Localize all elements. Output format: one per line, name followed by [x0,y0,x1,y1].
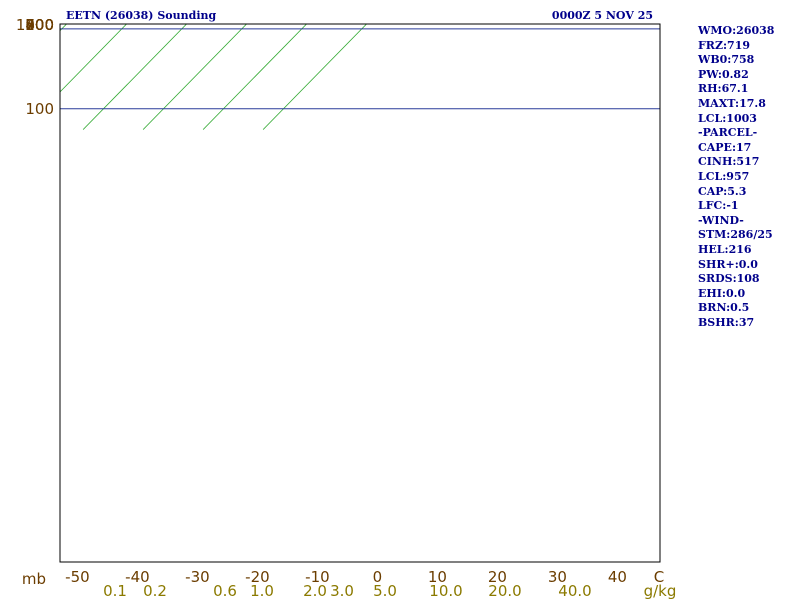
stat-line: CINH:517 [698,155,760,169]
temperature-tick-label: -50 [65,568,90,586]
stat-line: STM:286/25 [698,228,773,242]
stat-line: -PARCEL- [698,126,758,140]
mixing-ratio-label: 0.1 [103,582,127,600]
stat-line: WMO:26038 [698,24,775,37]
stat-line: BSHR:37 [698,316,755,329]
stat-line: CAP:5.3 [698,184,747,198]
background-guides [0,0,368,130]
stat-line: LFC:-1 [698,199,739,213]
temperature-axis-end-label: C [654,568,664,586]
temperature-tick-label: 40 [608,568,627,586]
axes [59,23,661,563]
pressure-tick-label: 300 [25,16,54,34]
isotherm [60,24,128,93]
temperature-tick-label: 20 [488,568,507,586]
isotherm [142,24,248,130]
temperature-tick-label: -30 [185,568,210,586]
stat-line: HEL:216 [698,243,752,256]
mixing-ratio-label: 2.0 [303,582,327,600]
stat-line: RH:67.1 [698,82,749,96]
temperature-tick-label: 0 [373,568,383,586]
temperature-tick-label: -20 [245,568,270,586]
pressure-tick-label: 800 [25,16,54,34]
isotherm [0,0,17,130]
pressure-unit-label: mb [22,570,46,588]
isotherm [82,24,188,130]
chart-title: EETN (26038) Sounding [66,9,216,22]
stat-line: WB0:758 [698,53,755,67]
mixing-ratio-label: 0.2 [143,582,167,600]
stat-line: LCL:957 [698,170,750,183]
plot-frame [59,23,661,563]
stat-line: FRZ:719 [698,38,751,52]
isotherm [262,24,368,130]
isotherm [202,24,308,130]
stat-line: SHR+:0.0 [698,257,758,271]
pressure-tick-label: 400 [25,16,54,34]
mixing-ratio-label: 40.0 [558,582,591,600]
temperature-tick-label: -10 [305,568,330,586]
stat-line: CAPE:17 [698,140,752,154]
pressure-tick-label: 600 [25,16,54,34]
temperature-tick-label: 10 [428,568,447,586]
temperature-tick-label: 30 [548,568,567,586]
stat-line: EHI:0.0 [698,286,746,300]
mixing-ratio-label: 0.6 [213,582,237,600]
mixing-ratio-label: 20.0 [488,582,521,600]
temperature-tick-label: -40 [125,568,150,586]
pressure-tick-label: 200 [25,16,54,34]
stat-line: PW:0.82 [698,67,749,81]
stat-line: BRN:0.5 [698,301,750,315]
chart-time: 0000Z 5 NOV 25 [552,9,653,22]
stat-line: LCL:1003 [698,111,757,125]
mixing-ratio-label: 5.0 [373,582,397,600]
mixing-ratio-label: 10.0 [429,582,462,600]
mixing-ratio-label: 1.0 [250,582,274,600]
stat-line: SRDS:108 [698,272,760,286]
pressure-tick-label: 500 [25,16,54,34]
pressure-tick-label: 100 [25,100,54,118]
stat-line: -WIND- [698,213,744,227]
stat-line: MAXT:17.8 [698,97,766,110]
mixing-ratio-unit-label: g/kg [644,582,677,600]
pressure-tick-label: 700 [25,16,54,34]
pressure-tick-label: 900 [25,16,54,34]
pressure-tick-label: 1000 [16,16,54,34]
mixing-ratio-label: 3.0 [330,582,354,600]
